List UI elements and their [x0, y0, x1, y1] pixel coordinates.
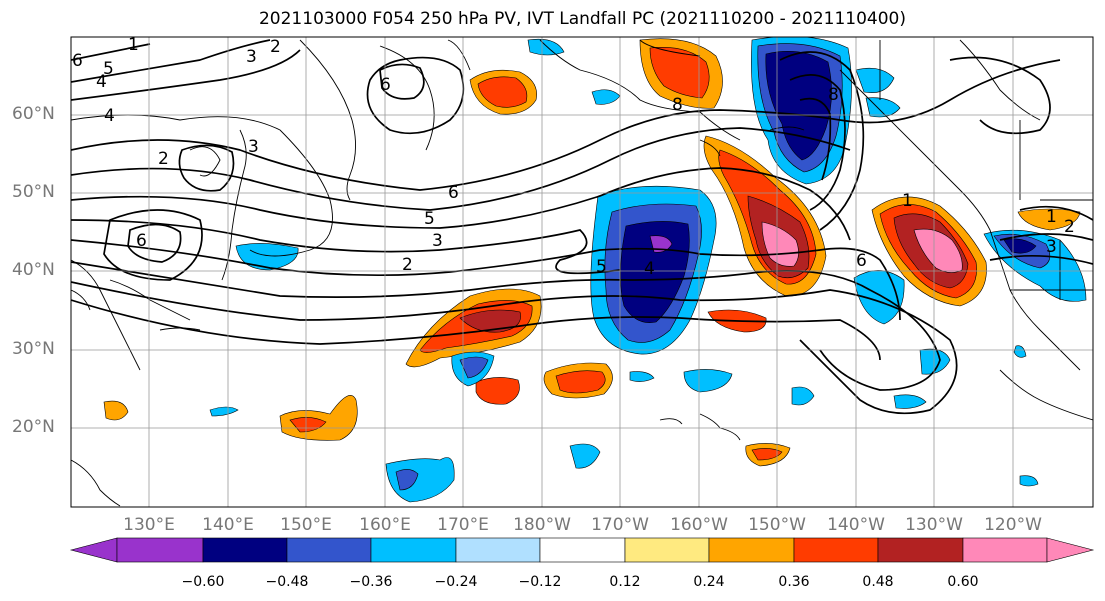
lon-label: 120°W [984, 515, 1042, 535]
colorbar-extend-low [69, 537, 118, 563]
colorbar-tick-label: 0.12 [609, 574, 641, 590]
contour-label: 3 [1046, 237, 1057, 257]
contour-label: 2 [1064, 217, 1075, 237]
pv-contours [71, 39, 1093, 415]
contour-label: 1 [902, 191, 913, 211]
lon-label: 140°E [202, 515, 254, 535]
colorbar-segment [455, 537, 541, 563]
pv-anomaly-fill [103, 37, 1087, 503]
colorbar-segment [624, 537, 710, 563]
map-frame [70, 36, 1094, 508]
lon-label: 150°W [748, 515, 806, 535]
lon-label: 140°W [827, 515, 885, 535]
contour-label: 5 [596, 257, 607, 277]
colorbar-segment [708, 537, 795, 563]
lon-label: 130°W [905, 515, 963, 535]
colorbar-segment [202, 537, 288, 563]
coastlines [71, 39, 1093, 507]
contour-label: 3 [248, 137, 259, 157]
colorbar-segment [539, 537, 626, 563]
map-title: 2021103000 F054 250 hPa PV, IVT Landfall… [258, 9, 906, 29]
contour-label: 6 [856, 251, 867, 271]
contour-label: 6 [72, 51, 83, 71]
contour-label: 2 [158, 149, 169, 169]
colorbar-segment [286, 537, 372, 563]
colorbar-tick-label: −0.24 [434, 574, 478, 590]
contour-label: 1 [128, 35, 139, 55]
lon-label: 130°E [123, 515, 175, 535]
lat-label: 50°N [12, 182, 55, 202]
lon-label: 180°W [513, 515, 571, 535]
lon-label: 160°E [359, 515, 411, 535]
contour-labels: 1 2 2 3 3 4 4 5 5 6 6 6 6 8 8 6 2 3 4 5 … [72, 35, 1075, 279]
map-panel: 1 2 2 3 3 4 4 5 5 6 6 6 6 8 8 6 2 3 4 5 … [71, 35, 1093, 507]
colorbar-segment [962, 537, 1048, 563]
contour-label: 8 [672, 95, 683, 115]
colorbar-tick-label: −0.12 [518, 574, 562, 590]
colorbar-segment [370, 537, 457, 563]
contour-label: 6 [448, 183, 459, 203]
colorbar-tick-label: −0.48 [265, 574, 309, 590]
colorbar-tick-label: 0.36 [778, 574, 810, 590]
lon-label: 170°E [437, 515, 489, 535]
contour-label: 2 [270, 37, 281, 57]
lat-label: 20°N [12, 417, 55, 437]
colorbar-extend-high [1046, 537, 1095, 563]
lat-label: 60°N [12, 104, 55, 124]
contour-label: 8 [828, 85, 839, 105]
lon-label: 170°W [591, 515, 649, 535]
contour-label: 4 [96, 72, 107, 92]
contour-label: 3 [432, 231, 443, 251]
colorbar-tick-label: 0.24 [693, 574, 725, 590]
lat-label: 40°N [12, 260, 55, 280]
contour-label: 6 [136, 231, 147, 251]
colorbar-segment [877, 537, 964, 563]
contour-label: 2 [402, 255, 413, 275]
contour-label: 5 [424, 209, 435, 229]
contour-label: 5 [103, 59, 114, 79]
colorbar-tick-label: 0.48 [862, 574, 894, 590]
lon-label: 160°W [670, 515, 728, 535]
colorbar-tick-label: −0.36 [349, 574, 393, 590]
contour-label: 4 [104, 106, 115, 126]
colorbar-tick-label: 0.60 [947, 574, 979, 590]
gridlines [71, 37, 1093, 507]
contour-label: 6 [380, 75, 391, 95]
colorbar [69, 537, 1095, 563]
contour-label: 3 [246, 47, 257, 67]
colorbar-segment [793, 537, 879, 563]
lon-label: 150°E [280, 515, 332, 535]
colorbar-tick-label: −0.60 [181, 574, 225, 590]
colorbar-segment [116, 537, 204, 563]
lat-label: 30°N [12, 339, 55, 359]
contour-label: 4 [644, 259, 655, 279]
contour-label: 1 [1046, 207, 1057, 227]
